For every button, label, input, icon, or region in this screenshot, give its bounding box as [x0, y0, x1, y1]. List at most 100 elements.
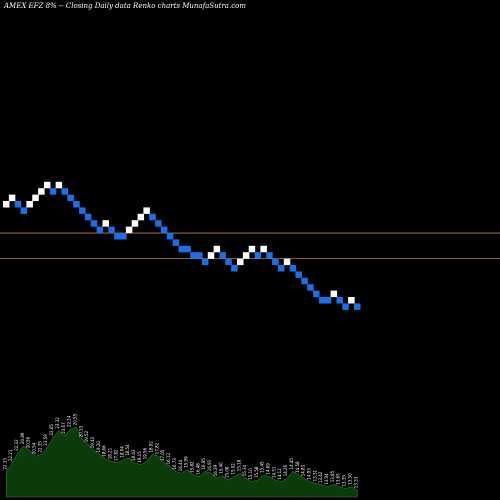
price-label: 15.02: [230, 463, 235, 475]
renko-brick: [67, 194, 74, 202]
price-label: 22.05: [49, 424, 54, 436]
renko-brick: [125, 226, 133, 234]
price-label: 13.50: [347, 473, 352, 485]
price-label: 17.05: [160, 449, 165, 461]
price-label: 18.21: [108, 447, 113, 459]
renko-brick: [137, 213, 145, 221]
price-label: 14.12: [277, 468, 282, 480]
price-label: 14.58: [295, 461, 300, 473]
price-label: 16.73: [172, 458, 177, 470]
price-label: 22.14: [67, 415, 72, 427]
renko-brick: [242, 252, 250, 259]
price-label: 14.26: [283, 464, 288, 476]
price-label: 14.51: [271, 466, 276, 478]
price-label: 14.45: [289, 458, 294, 470]
price-label: 18.43: [131, 449, 136, 461]
renko-brick: [237, 258, 244, 266]
renko-brick: [73, 201, 80, 208]
price-label: 16.39: [213, 464, 218, 476]
renko-brick: [231, 265, 238, 272]
price-label: 18.92: [149, 441, 154, 453]
renko-brick: [96, 226, 104, 234]
renko-brick: [336, 297, 343, 304]
renko-brick: [289, 265, 297, 272]
price-label: 22.32: [14, 439, 19, 451]
price-label: 15.18: [236, 459, 241, 471]
price-label: 14.93: [306, 468, 311, 480]
renko-brick: [254, 252, 262, 259]
renko-brick: [90, 220, 98, 227]
renko-brick: [32, 194, 39, 202]
renko-brick: [102, 220, 109, 227]
renko-brick: [131, 220, 139, 227]
renko-brick: [277, 265, 285, 272]
price-label: 13.33: [353, 476, 358, 488]
renko-brick: [260, 245, 267, 253]
price-label: 18.66: [102, 445, 107, 457]
price-label: 16.95: [201, 458, 206, 470]
price-label: 15.99: [184, 456, 189, 468]
price-label: 13.94: [324, 473, 329, 485]
renko-brick: [201, 258, 209, 266]
price-label: 13.65: [336, 473, 341, 485]
renko-brick: [313, 290, 320, 298]
price-label: 15.10: [248, 468, 253, 480]
price-label: 14.69: [266, 463, 271, 475]
renko-brick: [38, 188, 45, 195]
renko-brick: [20, 207, 28, 214]
renko-brick: [55, 181, 63, 189]
price-label: 22.21: [8, 449, 13, 461]
renko-brick: [120, 233, 127, 240]
renko-brick: [272, 258, 279, 266]
price-label: 16.91: [207, 459, 212, 471]
renko-brick: [160, 226, 168, 234]
renko-brick: [178, 245, 185, 253]
price-label: 19.56: [143, 447, 148, 459]
price-label: 20.54: [32, 442, 37, 454]
price-label: 13.95: [330, 470, 335, 482]
renko-brick: [114, 233, 121, 240]
renko-brick: [143, 207, 150, 214]
renko-brick: [8, 194, 16, 202]
price-label: 15.40: [219, 462, 224, 474]
renko-brick: [108, 226, 115, 234]
renko-brick: [248, 245, 256, 253]
renko-brick: [49, 188, 57, 195]
renko-brick: [166, 233, 174, 240]
price-label: 16.12: [166, 452, 171, 464]
price-label: 18.04: [119, 446, 124, 458]
renko-brick: [266, 252, 273, 259]
renko-brick: [172, 239, 180, 246]
renko-brick: [301, 277, 308, 285]
price-label: 14.83: [301, 464, 306, 476]
renko-brick: [283, 258, 291, 266]
price-label: 17.82: [154, 442, 159, 454]
renko-brick: [149, 213, 156, 221]
price-label: 23.59: [43, 434, 48, 446]
price-label: 19.42: [90, 436, 95, 448]
chart-title: AMEX EFZ 8% -- Closing Daily data Renko …: [4, 2, 246, 10]
renko-brick: [354, 303, 361, 310]
renko-brick: [79, 207, 86, 214]
price-label: 23.67: [61, 422, 66, 434]
renko-brick: [14, 201, 22, 208]
renko-brick: [318, 297, 326, 304]
price-label: 19.52: [84, 430, 89, 442]
renko-brick: [348, 297, 355, 304]
price-label: 15.45: [260, 461, 265, 473]
price-label: 15.08: [225, 466, 230, 478]
renko-brick: [342, 303, 349, 310]
renko-brick: [43, 181, 51, 189]
renko-brick: [307, 284, 314, 291]
renko-brick: [324, 297, 332, 304]
renko-brick: [330, 290, 338, 298]
price-label: 19.15: [137, 451, 142, 463]
renko-brick: [190, 252, 197, 259]
renko-brick: [196, 252, 203, 259]
price-label: 15.34: [242, 464, 247, 476]
volume-area: [5, 426, 358, 498]
price-label: 16.48: [195, 463, 200, 475]
price-label: 23.32: [55, 417, 60, 429]
renko-brick: [225, 258, 232, 266]
